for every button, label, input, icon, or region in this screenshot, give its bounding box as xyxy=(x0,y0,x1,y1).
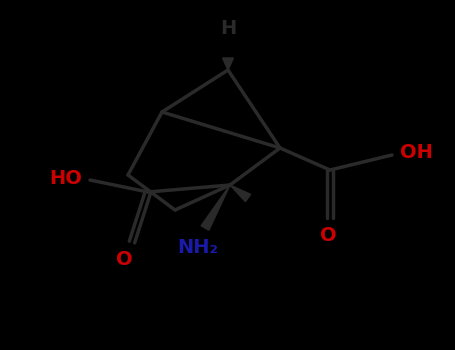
Polygon shape xyxy=(201,185,230,230)
Text: H: H xyxy=(220,19,236,38)
Text: O: O xyxy=(320,226,336,245)
Text: NH₂: NH₂ xyxy=(177,238,218,257)
Polygon shape xyxy=(230,185,251,202)
Text: OH: OH xyxy=(400,144,433,162)
Text: HO: HO xyxy=(49,168,82,188)
Text: O: O xyxy=(116,250,132,269)
Polygon shape xyxy=(222,58,233,70)
